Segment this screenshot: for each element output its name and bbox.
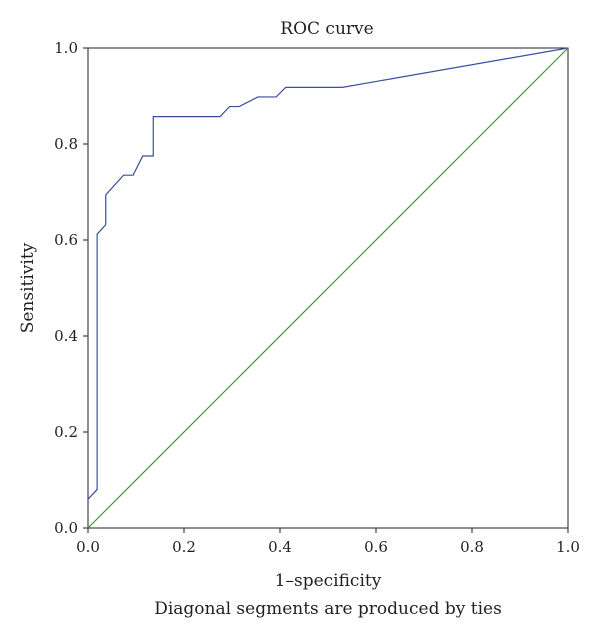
- x-tick-label: 0.6: [364, 538, 388, 556]
- y-tick-label: 0.0: [54, 519, 78, 537]
- roc-curve-line: [87, 47, 569, 500]
- y-axis-ticks: 0.0 0.2 0.4 0.6 0.8 1.0: [54, 39, 88, 537]
- series-layer: [87, 47, 569, 529]
- y-axis-label: Sensitivity: [18, 242, 38, 333]
- y-tick-label: 0.4: [54, 327, 78, 345]
- x-tick-label: 0.2: [172, 538, 196, 556]
- plot-frame: [87, 47, 569, 529]
- y-tick-label: 0.8: [54, 135, 78, 153]
- y-tick-label: 0.2: [54, 423, 78, 441]
- chart-footnote: Diagonal segments are produced by ties: [154, 599, 502, 619]
- x-tick-label: 1.0: [556, 538, 580, 556]
- x-tick-label: 0.8: [460, 538, 484, 556]
- y-tick-label: 0.6: [54, 231, 78, 249]
- chart-title: ROC curve: [280, 19, 373, 39]
- x-tick-label: 0.4: [268, 538, 292, 556]
- x-axis-ticks: 0.0 0.2 0.4 0.6 0.8 1.0: [76, 528, 580, 556]
- x-tick-label: 0.0: [76, 538, 100, 556]
- y-tick-label: 1.0: [54, 39, 78, 57]
- x-axis-label: 1–specificity: [275, 571, 382, 591]
- reference-diagonal-line: [87, 47, 569, 529]
